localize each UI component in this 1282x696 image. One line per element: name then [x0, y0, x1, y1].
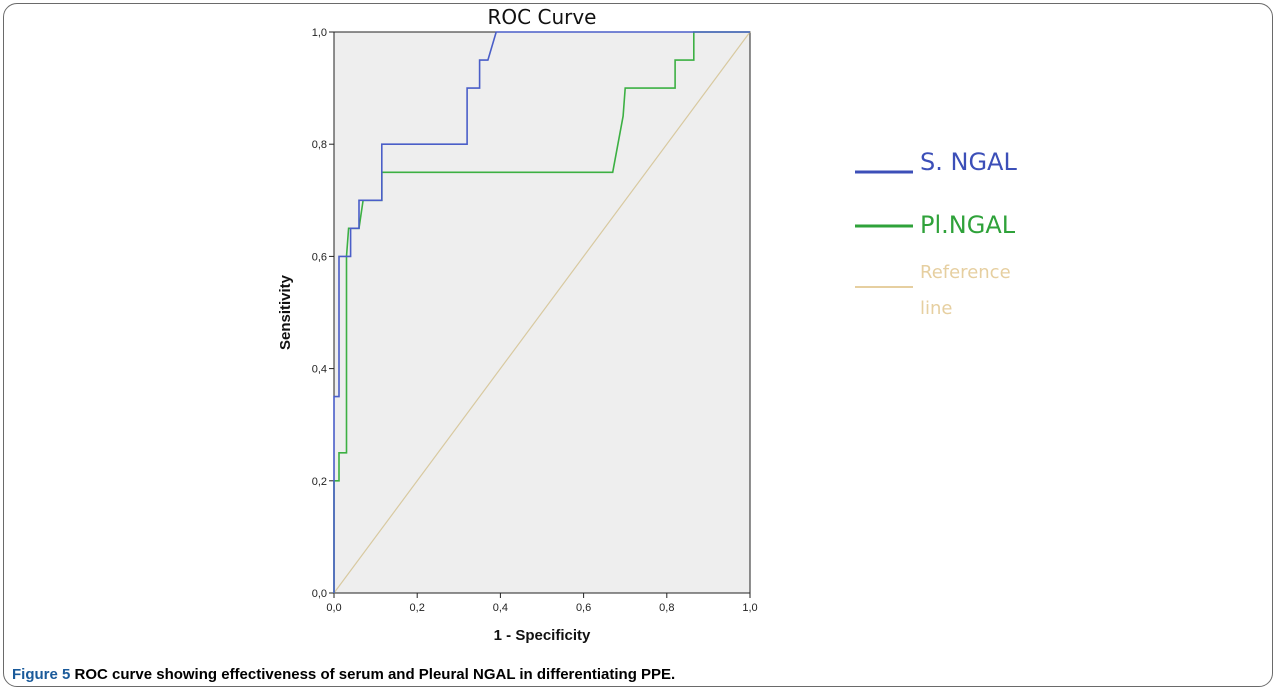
caption-text: ROC curve showing effectiveness of serum… — [74, 666, 676, 683]
serum-ngal-curve — [333, 31, 750, 593]
x-tick-label: 0,0 — [326, 602, 341, 614]
x-tick-label: 1,0 — [742, 602, 757, 614]
y-axis-label: Sensitivity — [277, 274, 294, 350]
x-axis-label: 1 - Specificity — [494, 627, 591, 644]
x-tick-label: 0,8 — [659, 602, 674, 614]
legend-label: line — [920, 298, 952, 319]
y-tick-label: 0,2 — [312, 476, 327, 488]
x-tick-label: 0,4 — [493, 602, 508, 614]
y-tick-label: 1,0 — [312, 27, 327, 39]
figure-caption: Figure 5 ROC curve showing effectiveness… — [12, 666, 675, 683]
y-tick-label: 0,0 — [312, 588, 327, 600]
roc-chart: ROC Curve 0,0 0,2 0,4 0,6 0,8 1,0 0,0 0,2 0,4 0,6 0… — [277, 5, 1017, 644]
y-tick-label: 0,8 — [312, 139, 327, 151]
plot-area: ROC Curve 0,0 0,2 0,4 0,6 0,8 1,0 0,0 0,2 0,4 0,6 0… — [277, 5, 1017, 644]
legend-item-serum-ngal: S. NGAL — [855, 148, 1017, 176]
legend-label: S. NGAL — [920, 148, 1017, 176]
caption-label: Figure 5 — [12, 666, 71, 683]
x-tick-label: 0,2 — [410, 602, 425, 614]
y-tick-label: 0,4 — [312, 364, 327, 376]
legend-item-pleural-ngal: Pl.NGAL — [855, 211, 1016, 239]
y-tick-label: 0,6 — [312, 251, 327, 263]
legend-label: Reference — [920, 262, 1011, 283]
chart-title: ROC Curve — [488, 5, 597, 29]
legend-label: Pl.NGAL — [920, 211, 1016, 239]
legend-item-reference: Reference line — [855, 262, 1011, 319]
reference-line — [333, 31, 751, 594]
x-tick-label: 0,6 — [576, 602, 591, 614]
